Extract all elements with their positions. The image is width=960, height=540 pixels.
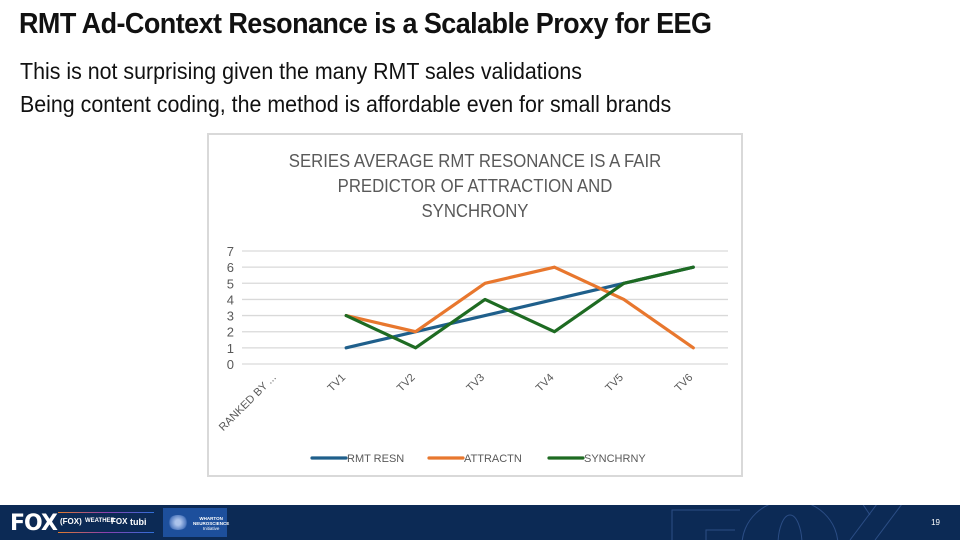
series-line-attractn — [344, 265, 695, 350]
x-tick-label: TV4 — [534, 372, 557, 395]
brand-fox-weather-logo: WEATHER — [85, 518, 115, 524]
brand-fox-sports-logo: (FOX) — [60, 517, 82, 526]
page-number: 19 — [931, 518, 940, 527]
legend-label: RMT RESN — [347, 453, 404, 465]
y-tick-label: 1 — [227, 341, 234, 356]
legend-label: ATTRACTN — [464, 453, 522, 465]
wharton-neuroscience-logo: WHARTON NEUROSCIENCE Initiative — [163, 508, 229, 537]
x-tick-label: TV3 — [464, 372, 487, 395]
y-tick-label: 7 — [227, 244, 234, 259]
x-tick-label: TV2 — [395, 372, 418, 395]
x-tick-label: TV6 — [673, 372, 696, 395]
y-tick-label: 2 — [227, 325, 234, 340]
legend-label: SYNCHRNY — [584, 453, 646, 465]
brand-tubi-logo: tubi — [130, 517, 147, 527]
slide-title: RMT Ad-Context Resonance is a Scalable P… — [19, 8, 712, 40]
chart-title-line-2: PREDICTOR OF ATTRACTION AND — [337, 176, 613, 196]
brand-divider-bottom — [58, 532, 154, 533]
x-tick-label: RANKED BY ... — [217, 372, 279, 434]
brand-divider-top — [58, 512, 154, 513]
chart-title-line-1: SERIES AVERAGE RMT RESONANCE IS A FAIR — [288, 151, 662, 171]
x-tick-label: TV1 — [326, 372, 349, 395]
subtitle-line-2: Being content coding, the method is affo… — [20, 91, 672, 117]
chart-title-line-3: SYNCHRONY — [421, 201, 529, 221]
chart-title: SERIES AVERAGE RMT RESONANCE IS A FAIR P… — [228, 149, 723, 224]
fox-logo: FOX — [10, 511, 58, 536]
y-tick-label: 4 — [227, 292, 234, 307]
chart-container: SERIES AVERAGE RMT RESONANCE IS A FAIR P… — [207, 133, 743, 477]
y-tick-label: 0 — [227, 357, 234, 372]
footer-bar: FOX (FOX) WEATHER FOX tubi WHARTON NEURO… — [0, 505, 960, 540]
y-tick-label: 3 — [227, 309, 234, 324]
y-tick-label: 6 — [227, 260, 234, 275]
brand-fox-news-logo: FOX — [111, 517, 128, 526]
fox-watermark-icon — [671, 505, 902, 540]
brain-icon — [167, 515, 189, 530]
series-line-synchrny — [344, 265, 695, 350]
subtitle-line-1: This is not surprising given the many RM… — [20, 58, 582, 84]
x-tick-label: TV5 — [603, 372, 626, 395]
y-tick-label: 5 — [227, 276, 234, 291]
